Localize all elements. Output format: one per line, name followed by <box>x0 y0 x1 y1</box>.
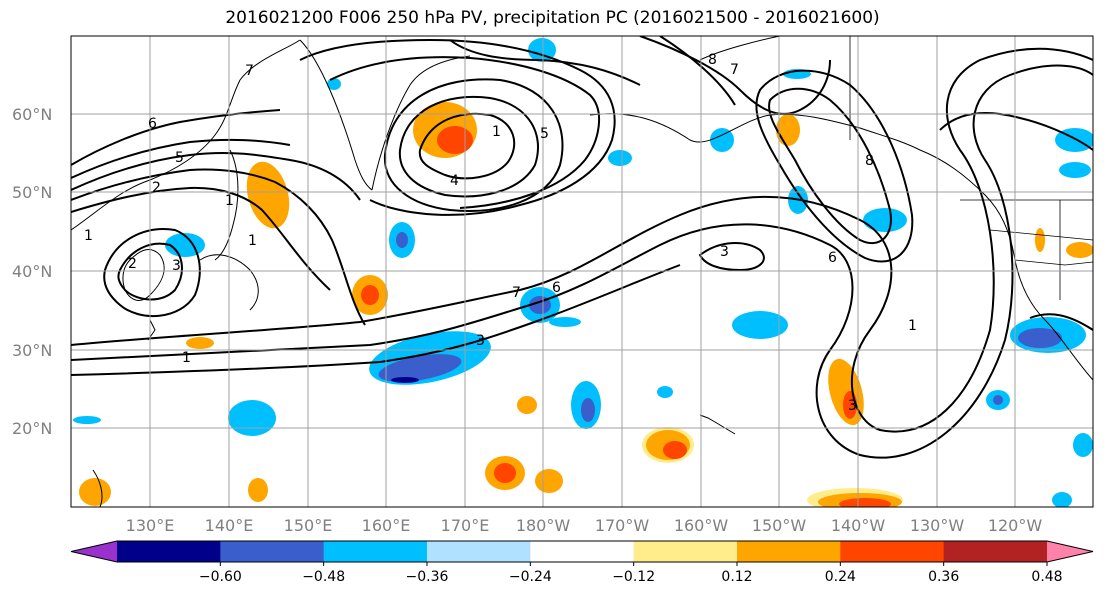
contour-label: 1 <box>492 124 501 140</box>
colorbar-segment <box>737 541 841 562</box>
lon-label: 170°W <box>595 516 650 535</box>
contour-label: 6 <box>148 116 157 132</box>
lon-label: 130°E <box>126 516 175 535</box>
contour-label: 8 <box>865 153 874 169</box>
contour-label: 2 <box>128 256 137 272</box>
lon-label: 150°W <box>752 516 807 535</box>
colorbar-segment <box>323 541 428 562</box>
colorbar-tick-label: −0.36 <box>406 569 449 585</box>
contour-label: 5 <box>175 150 184 166</box>
lon-label: 130°W <box>910 516 965 535</box>
contour-label: 1 <box>908 318 917 334</box>
lon-label: 150°E <box>284 516 333 535</box>
contour-label: 5 <box>540 126 549 142</box>
lon-label: 140°E <box>205 516 254 535</box>
lat-label: 40°N <box>12 262 52 281</box>
lon-label: 170°E <box>441 516 490 535</box>
contour-label: 1 <box>182 350 191 366</box>
colorbar-segment <box>633 541 738 562</box>
map-frame <box>70 35 1094 508</box>
contour-label: 1 <box>84 228 93 244</box>
contour-label: 3 <box>172 258 181 274</box>
colorbar-segment <box>840 541 945 562</box>
lon-label: 140°W <box>831 516 886 535</box>
colorbar: −0.60 −0.48 −0.36 −0.24 −0.12 0.12 0.24 0.36 0.4… <box>70 540 1094 585</box>
contour-label: 1 <box>225 193 234 209</box>
longitude-labels: 130°E 140°E 150°E 160°E 170°E 180°W 170°… <box>126 516 1043 535</box>
lat-label: 60°N <box>12 105 52 124</box>
colorbar-tick-label: 0.12 <box>721 569 752 585</box>
contour-label: 3 <box>720 244 729 260</box>
colorbar-tick-label: 0.36 <box>928 569 959 585</box>
figure-title: 2016021200 F006 250 hPa PV, precipitatio… <box>225 8 880 28</box>
colorbar-tick-label: −0.60 <box>199 569 242 585</box>
precipitation-shading <box>73 38 1093 507</box>
lat-label: 30°N <box>12 341 52 360</box>
lon-label: 160°W <box>674 516 729 535</box>
colorbar-extend-high <box>1047 541 1093 562</box>
colorbar-segment <box>530 541 635 562</box>
contour-label: 7 <box>245 63 254 79</box>
colorbar-tick-label: −0.48 <box>302 569 345 585</box>
lat-label: 50°N <box>12 183 52 202</box>
colorbar-segment <box>117 541 221 562</box>
colorbar-segment <box>427 541 531 562</box>
colorbar-segment <box>220 541 325 562</box>
contour-labels: 7 6 5 2 1 8 7 4 5 1 1 3 6 8 1 3 7 6 3 1 … <box>84 52 917 414</box>
pv-contours <box>71 36 1093 459</box>
graticule <box>71 36 1093 507</box>
latitude-labels: 60°N 50°N 40°N 30°N 20°N <box>12 105 52 438</box>
lon-label: 180°W <box>516 516 571 535</box>
contour-label: 6 <box>828 250 837 266</box>
colorbar-tick-label: 0.48 <box>1031 569 1062 585</box>
colorbar-outline <box>70 540 1094 563</box>
colorbar-tick-label: −0.12 <box>612 569 655 585</box>
colorbar-extend-low <box>71 541 117 562</box>
contour-label: 2 <box>152 180 161 196</box>
coastlines <box>71 36 1093 507</box>
contour-label: 7 <box>512 285 521 301</box>
colorbar-tick-label: −0.24 <box>509 569 552 585</box>
contour-label: 7 <box>730 62 739 78</box>
lat-label: 20°N <box>12 419 52 438</box>
contour-label: 6 <box>552 280 561 296</box>
contour-label: 4 <box>450 173 459 189</box>
colorbar-segment <box>943 541 1048 562</box>
contour-label: 8 <box>708 52 717 68</box>
lon-label: 120°W <box>988 516 1043 535</box>
lon-label: 160°E <box>362 516 411 535</box>
contour-label: 3 <box>476 333 485 349</box>
colorbar-tick-label: 0.24 <box>825 569 856 585</box>
contour-label: 3 <box>848 398 857 414</box>
contour-label: 1 <box>248 233 257 249</box>
